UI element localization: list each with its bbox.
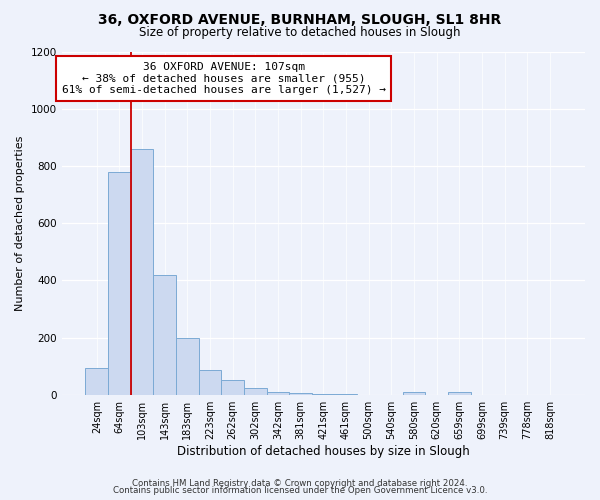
Bar [131, 148, 154, 394]
Bar [154, 274, 176, 394]
Text: 36 OXFORD AVENUE: 107sqm
← 38% of detached houses are smaller (955)
61% of semi-: 36 OXFORD AVENUE: 107sqm ← 38% of detach… [62, 62, 386, 95]
Text: Contains HM Land Registry data © Crown copyright and database right 2024.: Contains HM Land Registry data © Crown c… [132, 478, 468, 488]
Bar [108, 172, 131, 394]
X-axis label: Distribution of detached houses by size in Slough: Distribution of detached houses by size … [177, 444, 470, 458]
Bar [403, 392, 425, 394]
Bar [266, 392, 289, 394]
Y-axis label: Number of detached properties: Number of detached properties [15, 136, 25, 311]
Text: Size of property relative to detached houses in Slough: Size of property relative to detached ho… [139, 26, 461, 39]
Bar [85, 368, 108, 394]
Text: 36, OXFORD AVENUE, BURNHAM, SLOUGH, SL1 8HR: 36, OXFORD AVENUE, BURNHAM, SLOUGH, SL1 … [98, 12, 502, 26]
Bar [199, 370, 221, 394]
Bar [221, 380, 244, 394]
Bar [448, 392, 470, 394]
Text: Contains public sector information licensed under the Open Government Licence v3: Contains public sector information licen… [113, 486, 487, 495]
Bar [244, 388, 266, 394]
Bar [176, 338, 199, 394]
